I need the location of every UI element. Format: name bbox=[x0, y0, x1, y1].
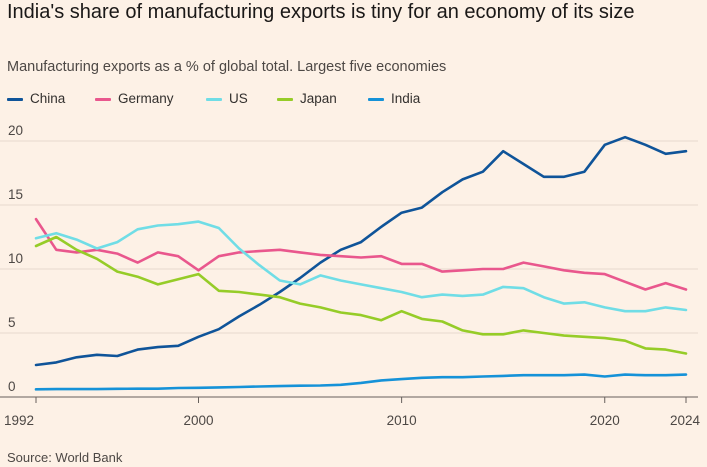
y-tick-label-20: 20 bbox=[8, 123, 23, 138]
legend-swatch-us bbox=[206, 98, 222, 101]
x-tick-label-2010: 2010 bbox=[387, 413, 417, 428]
series-line-japan bbox=[34, 235, 688, 355]
x-tick-label-2020: 2020 bbox=[590, 413, 620, 428]
x-tick-label-1992: 1992 bbox=[4, 413, 34, 428]
legend-swatch-china bbox=[7, 98, 23, 101]
series-line-india bbox=[34, 373, 688, 391]
legend-label-japan: Japan bbox=[300, 91, 337, 106]
y-tick-label-5: 5 bbox=[8, 315, 16, 330]
source-note: Source: World Bank bbox=[7, 450, 123, 465]
chart-title: India's share of manufacturing exports i… bbox=[7, 1, 635, 23]
line-chart: 0 5 10 15 20 1992 2000 2010 2020 2024 bbox=[0, 123, 701, 428]
y-tick-label-0: 0 bbox=[8, 379, 16, 394]
legend-swatch-japan bbox=[277, 98, 293, 101]
legend-label-us: US bbox=[229, 91, 248, 106]
legend-swatch-india bbox=[368, 98, 384, 101]
chart-subtitle: Manufacturing exports as a % of global t… bbox=[7, 59, 447, 75]
legend-swatch-germany bbox=[95, 98, 111, 101]
y-tick-label-10: 10 bbox=[8, 251, 23, 266]
legend-label-india: India bbox=[391, 91, 421, 106]
legend-label-china: China bbox=[30, 91, 66, 106]
series-line-germany bbox=[34, 217, 688, 291]
x-tick-label-2024: 2024 bbox=[670, 413, 701, 428]
x-tick-label-2000: 2000 bbox=[183, 413, 213, 428]
series-line-china bbox=[34, 135, 688, 367]
y-tick-label-15: 15 bbox=[8, 187, 23, 202]
legend-label-germany: Germany bbox=[118, 91, 174, 106]
series-line-us bbox=[34, 220, 688, 313]
